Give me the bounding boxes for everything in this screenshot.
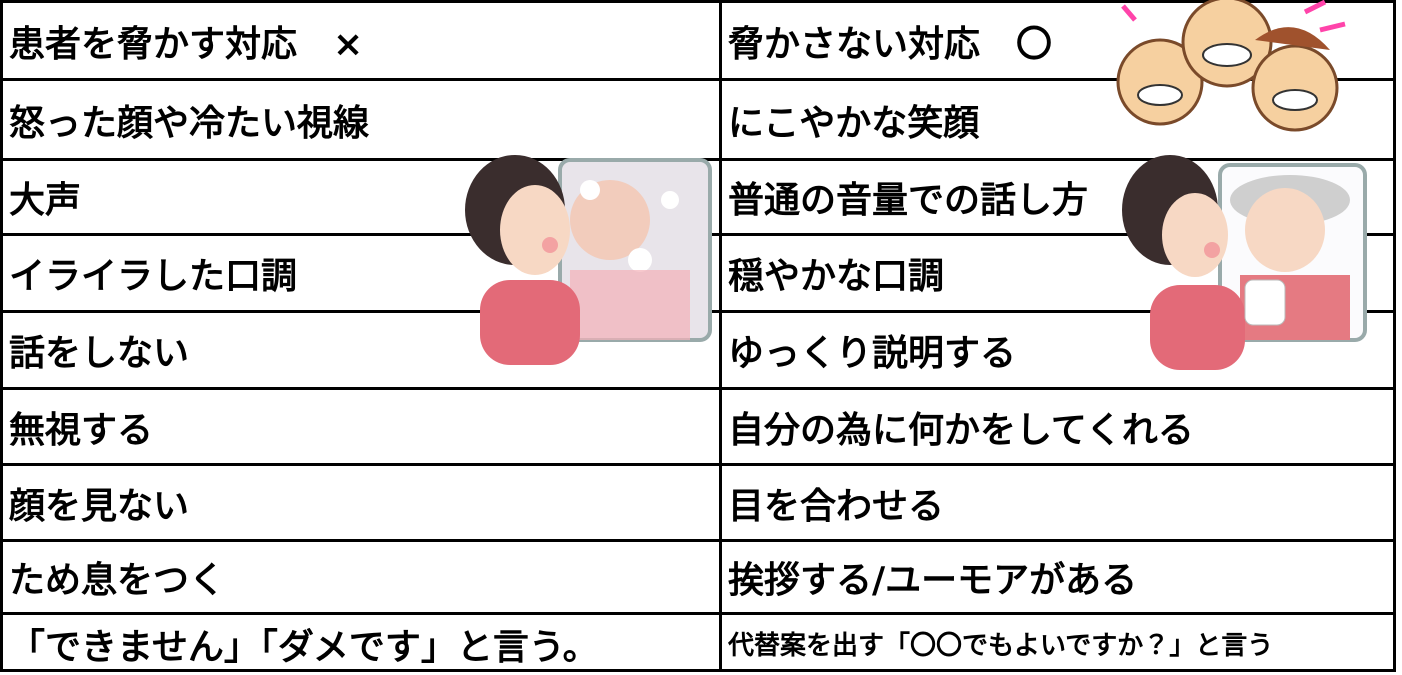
reassuring-cell: ゆっくり説明する: [728, 333, 1017, 374]
reassuring-cell: 穏やかな口調: [728, 256, 945, 297]
reassuring-cell: 脅かさない対応 〇: [728, 23, 1053, 65]
table-row: 「できません」「ダメです」と言う。 代替案を出す「〇〇でもよいですか？」と言う: [3, 612, 1393, 672]
reassuring-cell: 目を合わせる: [728, 485, 945, 527]
illustration-laughing-faces: [1116, 0, 1346, 132]
threatening-cell: 怒った顔や冷たい視線: [3, 81, 722, 158]
threatening-cell: 患者を脅かす対応 ×: [3, 3, 722, 78]
header-row: 患者を脅かす対応 × 脅かさない対応 〇: [3, 3, 1393, 78]
threatening-cell: イライラした口調: [3, 236, 722, 310]
threatening-cell: 顔を見ない: [3, 466, 722, 539]
reassuring-cell: にこやかな笑顔: [728, 102, 980, 144]
threatening-cell: 「できません」「ダメです」と言う。: [3, 615, 722, 672]
reassuring-cell: 自分の為に何かをしてくれる: [728, 409, 1194, 451]
threatening-cell: 大声: [3, 161, 722, 233]
threatening-cell: 無視する: [3, 390, 722, 463]
table-row: 顔を見ない 目を合わせる: [3, 463, 1393, 539]
reassuring-cell: 挨拶する/ユーモアがある: [728, 560, 1138, 601]
table-row: 無視する 自分の為に何かをしてくれる: [3, 387, 1393, 463]
illustration-angry-mirror: [465, 155, 712, 365]
threatening-cell: 話をしない: [3, 313, 722, 387]
illustration-smile-mirror: [1122, 155, 1367, 370]
reassuring-cell: 代替案を出す「〇〇でもよいですか？」と言う: [728, 631, 1274, 661]
table-row: 話をしない ゆっくり説明する: [3, 310, 1393, 387]
table-row: ため息をつく 挨拶する/ユーモアがある: [3, 539, 1393, 612]
reassuring-cell: 普通の音量での話し方: [728, 180, 1089, 221]
table-row: 怒った顔や冷たい視線 にこやかな笑顔: [3, 78, 1393, 158]
threatening-cell: ため息をつく: [3, 542, 722, 612]
